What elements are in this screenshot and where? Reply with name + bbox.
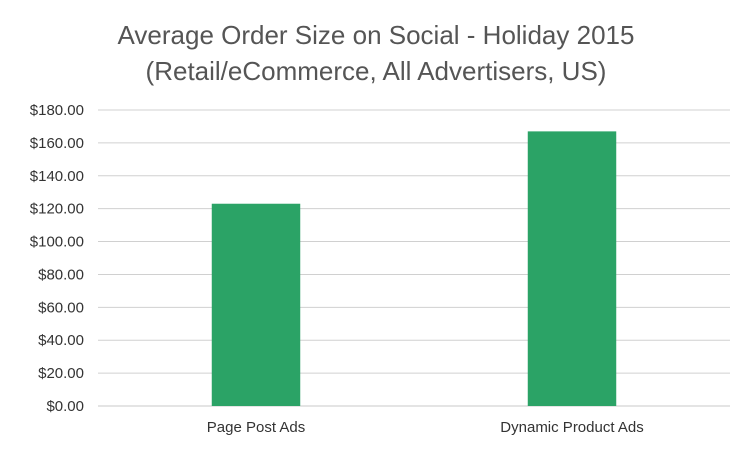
y-tick-label: $140.00 (30, 168, 84, 185)
y-tick-label: $20.00 (38, 365, 84, 382)
bar (527, 131, 617, 406)
gridlines (98, 109, 730, 407)
chart-title: Average Order Size on Social - Holiday 2… (118, 20, 635, 50)
y-tick-label: $0.00 (46, 398, 84, 415)
y-tick-label: $100.00 (30, 234, 84, 251)
y-tick-label: $160.00 (30, 135, 84, 152)
chart-subtitle: (Retail/eCommerce, All Advertisers, US) (146, 56, 607, 86)
chart-title-group: Average Order Size on Social - Holiday 2… (118, 20, 635, 86)
x-category-label: Dynamic Product Ads (500, 419, 643, 436)
x-category-label: Page Post Ads (207, 419, 305, 436)
x-axis-category-labels: Page Post Ads Dynamic Product Ads (207, 419, 644, 436)
bar (211, 203, 301, 406)
y-tick-label: $120.00 (30, 201, 84, 218)
bars (211, 131, 617, 406)
y-tick-label: $60.00 (38, 299, 84, 316)
y-tick-label: $80.00 (38, 266, 84, 283)
y-tick-label: $180.00 (30, 102, 84, 119)
y-axis-tick-labels: $0.00 $20.00 $40.00 $60.00 $80.00 $100.00 $120… (30, 102, 84, 415)
y-tick-label: $40.00 (38, 332, 84, 349)
